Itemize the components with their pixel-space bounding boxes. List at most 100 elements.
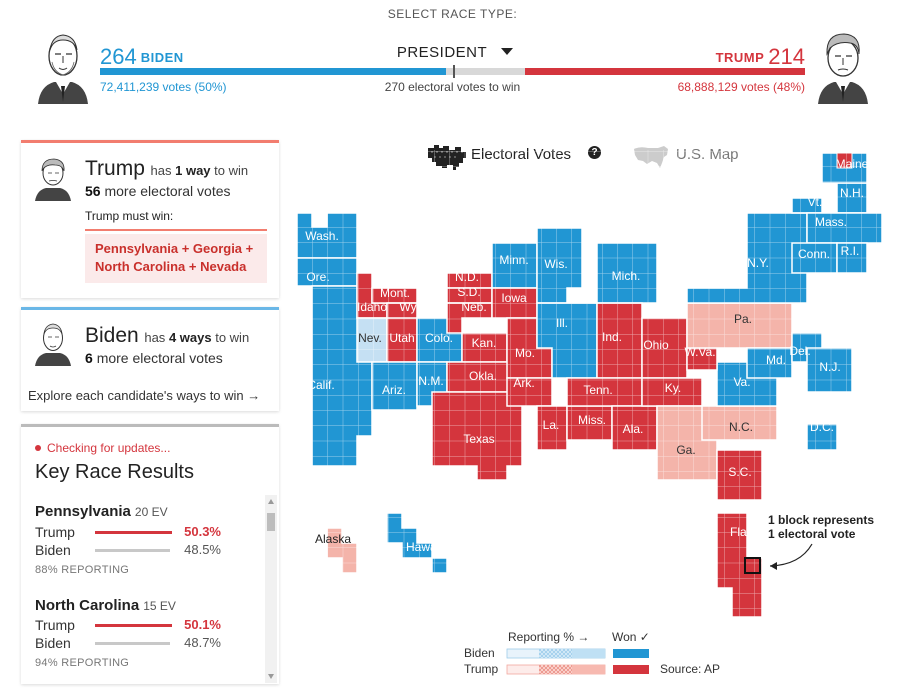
state-label-maine: Maine bbox=[836, 157, 869, 171]
trump-more-num: 56 bbox=[85, 183, 101, 199]
ev-bar-biden bbox=[100, 68, 446, 75]
scroll-down-icon[interactable] bbox=[268, 674, 274, 679]
race-type-value: PRESIDENT bbox=[396, 44, 488, 61]
state-label-miss: Miss. bbox=[578, 413, 606, 427]
race-trump-bar bbox=[95, 624, 173, 627]
chevron-down-icon bbox=[501, 48, 514, 55]
footnote-line-2: 1 electoral vote bbox=[768, 527, 856, 541]
state-label-hawaii: Hawaii bbox=[406, 540, 442, 554]
state-label-n-h: N.H. bbox=[840, 186, 864, 200]
trump-path-card: Trump has 1 way to win 56 more electoral… bbox=[21, 140, 279, 298]
state-label-mo: Mo. bbox=[515, 346, 535, 360]
select-race-type-label: SELECT RACE TYPE: bbox=[387, 7, 518, 21]
votes-to-win: 270 electoral votes to win bbox=[384, 80, 521, 94]
state-label-kan: Kan. bbox=[472, 336, 497, 350]
legend-trump: Trump bbox=[464, 662, 499, 676]
results-title: Key Race Results bbox=[35, 461, 194, 483]
divider bbox=[85, 229, 267, 231]
must-win-line-1: Pennsylvania + Georgia + bbox=[95, 241, 254, 256]
update-status: Checking for updates... bbox=[35, 441, 170, 455]
legend-won: Won ✓ bbox=[612, 630, 650, 644]
race-reporting: 94% REPORTING bbox=[35, 657, 130, 669]
state-label-ohio: Ohio bbox=[643, 338, 669, 352]
state-label-neb: Neb. bbox=[461, 300, 486, 314]
state-label-okla: Okla. bbox=[469, 369, 497, 383]
trump-name: TRUMP bbox=[715, 50, 765, 65]
race-trump-bar bbox=[95, 531, 173, 534]
state-label-n-j: N.J. bbox=[819, 360, 840, 374]
block-footnote: 1 block represents 1 electoral vote bbox=[768, 513, 874, 541]
state-label-ark: Ark. bbox=[513, 376, 534, 390]
state-label-mont: Mont. bbox=[380, 286, 410, 300]
state-label-s-d: S.D. bbox=[457, 285, 480, 299]
biden-more-votes: 6 more electoral votes bbox=[85, 350, 223, 366]
state-label-utah: Utah bbox=[389, 331, 414, 345]
state-label-iowa: Iowa bbox=[501, 291, 527, 305]
biden-name: BIDEN bbox=[140, 50, 184, 65]
race-biden-bar bbox=[95, 549, 170, 552]
race-biden-label: Biden bbox=[35, 635, 71, 651]
state-label-mass: Mass. bbox=[815, 215, 847, 229]
state-label-ariz: Ariz. bbox=[382, 383, 406, 397]
trump-popular-votes: 68,888,129 votes (48%) bbox=[677, 80, 805, 94]
biden-path-has: has bbox=[144, 330, 166, 345]
race-trump-label: Trump bbox=[35, 524, 75, 540]
ev-bar-270-marker bbox=[452, 65, 455, 78]
race-biden-label: Biden bbox=[35, 542, 71, 558]
results-scrollbar[interactable] bbox=[265, 495, 277, 683]
race-trump-label: Trump bbox=[35, 617, 75, 633]
state-label-w-va: W.Va. bbox=[684, 345, 715, 359]
explore-ways-to-win-link[interactable]: Explore each candidate's ways to win → bbox=[28, 388, 261, 403]
biden-popular-votes: 72,411,239 votes (50%) bbox=[100, 80, 227, 94]
trump-must-win-states: Pennsylvania + Georgia + North Carolina … bbox=[85, 234, 267, 283]
trump-path-name: Trump bbox=[85, 157, 145, 180]
state-label-d-c: D.C. bbox=[810, 420, 834, 434]
race-state-name: Pennsylvania 20 EV bbox=[35, 503, 168, 520]
biden-portrait bbox=[38, 34, 88, 104]
state-labels: Wash. Ore. Calif. Idaho Nev. Mont.Wyo. Utah Ari… bbox=[305, 157, 868, 554]
state-label-wis: Wis. bbox=[544, 257, 567, 271]
state-label-wash: Wash. bbox=[305, 229, 339, 243]
state-label-colo: Colo. bbox=[425, 331, 453, 345]
trump-path-to-win: to win bbox=[214, 163, 249, 178]
must-win-line-2: North Carolina + Nevada bbox=[95, 259, 247, 274]
map-legend: Reporting % → Won ✓ Biden Trump Source: … bbox=[462, 630, 722, 678]
race-state-label: North Carolina bbox=[35, 597, 140, 614]
trump-more-label: more electoral votes bbox=[104, 183, 231, 199]
state-label-tenn: Tenn. bbox=[583, 383, 612, 397]
trump-path-ways: 1 way bbox=[175, 163, 211, 178]
biden-path-ways: 4 ways bbox=[168, 330, 212, 345]
trump-more-votes: 56 more electoral votes bbox=[85, 183, 231, 199]
biden-path-to-win: to win bbox=[215, 330, 250, 345]
race-biden-pct: 48.7% bbox=[184, 635, 221, 650]
scroll-up-icon[interactable] bbox=[268, 499, 274, 504]
state-label-wyo: Wyo. bbox=[399, 300, 426, 314]
biden-path-name: Biden bbox=[85, 324, 139, 347]
state-label-minn: Minn. bbox=[499, 253, 528, 267]
trump-path-headline: Trump has 1 way to win bbox=[85, 157, 248, 181]
race-type-dropdown[interactable]: PRESIDENT bbox=[370, 44, 540, 61]
state-label-ky: Ky. bbox=[665, 381, 681, 395]
trump-portrait bbox=[818, 33, 868, 104]
state-label-la: La. bbox=[543, 418, 560, 432]
race-trump-pct: 50.1% bbox=[184, 617, 221, 632]
state-label-calif: Calif. bbox=[307, 378, 334, 392]
legend-reporting: Reporting % → bbox=[508, 630, 590, 644]
update-status-text: Checking for updates... bbox=[47, 441, 171, 455]
state-label-alaska: Alaska bbox=[315, 532, 351, 546]
scroll-thumb[interactable] bbox=[267, 513, 275, 531]
legend-won-swatches bbox=[613, 649, 649, 674]
state-label-ore: Ore. bbox=[306, 270, 329, 284]
live-dot-icon bbox=[35, 445, 41, 451]
ev-bar-trump bbox=[524, 68, 805, 75]
state-label-n-y: N.Y. bbox=[747, 256, 769, 270]
state-label-vt: Vt. bbox=[808, 195, 823, 209]
state-label-r-i: R.I. bbox=[841, 244, 860, 258]
state-label-del: Del. bbox=[789, 344, 810, 358]
trump-ev-total: TRUMP 214 bbox=[716, 44, 805, 70]
state-label-n-d: N.D. bbox=[455, 270, 479, 284]
state-label-nev: Nev. bbox=[358, 331, 382, 345]
biden-ev-count: 264 bbox=[100, 44, 137, 69]
biden-path-headline: Biden has 4 ways to win bbox=[85, 324, 249, 348]
